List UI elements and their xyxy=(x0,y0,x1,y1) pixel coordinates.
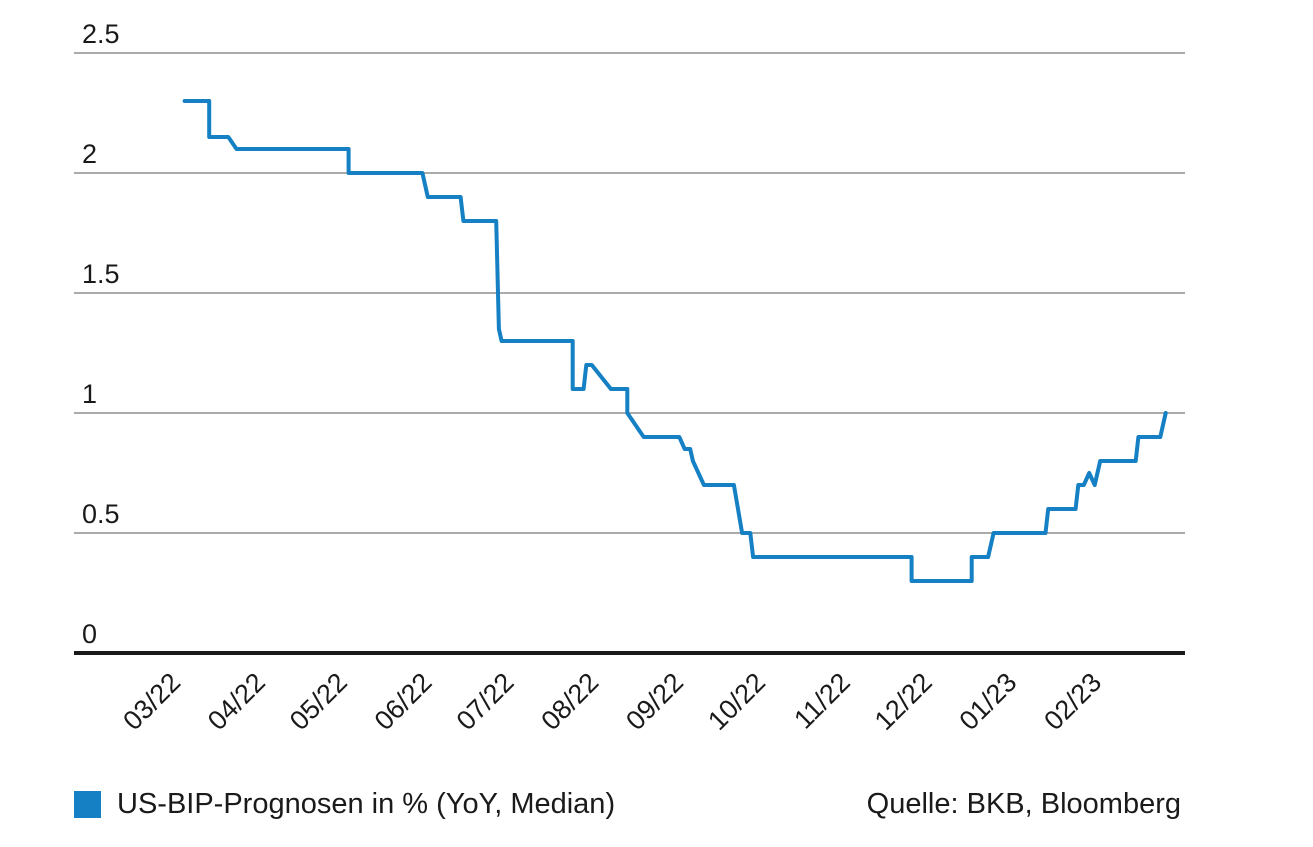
x-tick-label: 06/22 xyxy=(369,667,438,736)
y-tick-label: 0 xyxy=(82,619,97,649)
legend-label: US-BIP-Prognosen in % (YoY, Median) xyxy=(117,788,616,820)
x-tick-label: 01/23 xyxy=(954,667,1023,736)
y-tick-label: 0.5 xyxy=(82,499,120,529)
series-line xyxy=(182,99,1168,583)
x-axis: 03/22 04/22 05/22 06/22 07/22 08/22 09/22 10/22… xyxy=(117,667,1107,736)
grid-layer xyxy=(74,52,1185,655)
source-note: Quelle: BKB, Bloomberg xyxy=(866,788,1181,820)
x-tick-label: 03/22 xyxy=(117,667,186,736)
y-tick-label: 2 xyxy=(82,139,97,169)
x-tick-label: 09/22 xyxy=(620,667,689,736)
legend-swatch xyxy=(74,791,101,818)
series-layer xyxy=(182,99,1168,583)
x-tick-label: 07/22 xyxy=(451,667,520,736)
x-tick-label: 12/22 xyxy=(869,667,938,736)
legend: US-BIP-Prognosen in % (YoY, Median) xyxy=(74,788,615,821)
x-tick-label: 04/22 xyxy=(202,667,271,736)
y-tick-label: 2.5 xyxy=(82,19,120,49)
y-tick-label: 1 xyxy=(82,379,97,409)
x-tick-label: 02/23 xyxy=(1038,667,1107,736)
x-tick-label: 05/22 xyxy=(284,667,353,736)
y-tick-label: 1.5 xyxy=(82,259,120,289)
x-tick-label: 10/22 xyxy=(702,667,771,736)
x-tick-label: 08/22 xyxy=(535,667,604,736)
x-tick-label: 11/22 xyxy=(788,667,856,735)
y-axis: 0 0.5 1 1.5 2 2.5 xyxy=(82,19,120,649)
